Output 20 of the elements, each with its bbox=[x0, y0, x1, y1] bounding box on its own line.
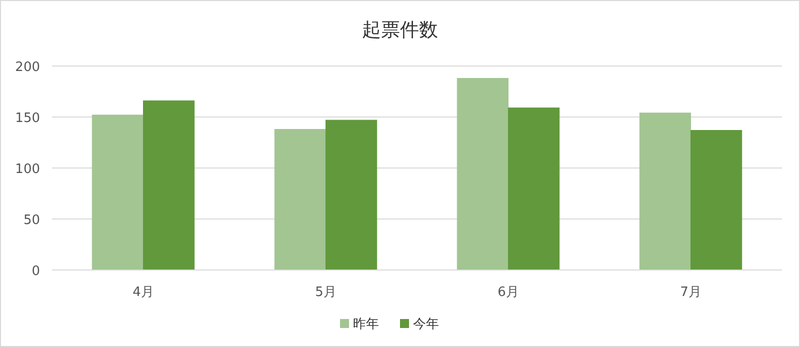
bar bbox=[92, 114, 144, 270]
x-tick-label: 5月 bbox=[315, 285, 336, 300]
y-tick-label: 0 bbox=[32, 264, 40, 279]
bar bbox=[326, 120, 378, 270]
bar bbox=[690, 130, 742, 270]
x-tick-label: 4月 bbox=[132, 285, 154, 300]
x-tick-label: 7月 bbox=[680, 285, 702, 300]
bar bbox=[508, 108, 560, 270]
bar bbox=[456, 78, 508, 270]
legend-label: 今年 bbox=[413, 317, 439, 332]
y-tick-label: 200 bbox=[15, 60, 40, 75]
bar bbox=[143, 100, 195, 270]
y-tick-label: 100 bbox=[15, 162, 40, 177]
bar bbox=[639, 112, 691, 270]
x-tick-label: 6月 bbox=[498, 285, 519, 300]
bar bbox=[274, 128, 326, 270]
y-tick-label: 150 bbox=[15, 111, 40, 126]
legend-label: 昨年 bbox=[353, 317, 379, 332]
title: 起票件数 bbox=[362, 19, 438, 41]
y-tick-label: 50 bbox=[23, 213, 40, 228]
